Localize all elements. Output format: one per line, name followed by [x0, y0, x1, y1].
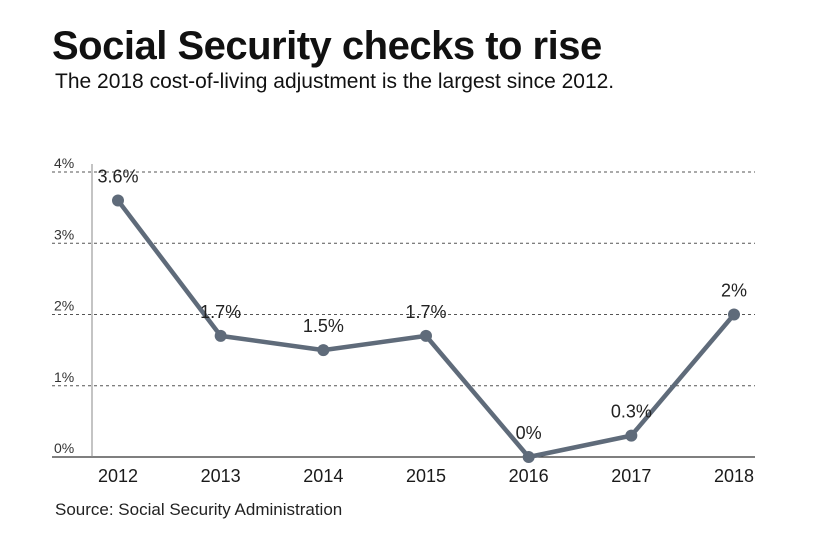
source-note: Source: Social Security Administration — [55, 500, 343, 519]
data-label-2016: 0% — [516, 423, 542, 443]
y-tick-label-1: 1% — [54, 369, 74, 385]
x-tick-label-2014: 2014 — [303, 466, 343, 486]
data-label-2012: 3.6% — [97, 167, 138, 187]
x-tick-label-2016: 2016 — [509, 466, 549, 486]
chart-title: Social Security checks to rise — [52, 24, 602, 68]
data-point-2015 — [420, 329, 432, 342]
data-label-2018: 2% — [721, 281, 747, 301]
data-point-2013 — [214, 329, 227, 342]
axes — [52, 164, 755, 458]
data-point-2012 — [112, 194, 124, 207]
y-tick-label-0: 0% — [54, 440, 74, 456]
x-tick-label-2018: 2018 — [714, 466, 754, 486]
data-point-2018 — [728, 308, 740, 321]
data-point-2014 — [317, 344, 330, 357]
y-tick-label-3: 3% — [54, 226, 74, 242]
data-label-2014: 1.5% — [303, 316, 344, 336]
data-label-2015: 1.7% — [405, 302, 446, 322]
y-tick-label-2: 2% — [54, 298, 74, 314]
data-label-2017: 0.3% — [611, 402, 652, 422]
x-tick-label-2017: 2017 — [611, 466, 651, 486]
x-tick-label-2012: 2012 — [98, 466, 138, 486]
grid-lines — [52, 171, 755, 387]
series-cola — [112, 194, 740, 463]
data-label-2013: 1.7% — [200, 302, 241, 322]
y-tick-label-4: 4% — [54, 155, 74, 171]
x-tick-label-2015: 2015 — [406, 466, 446, 486]
data-point-2016 — [522, 451, 535, 463]
data-labels: 3.6% 1.7% 1.5% 1.7% 0% 0.3% 2% — [97, 167, 747, 444]
data-point-2017 — [625, 429, 638, 442]
chart-subtitle: The 2018 cost-of-living adjustment is th… — [55, 70, 615, 93]
x-tick-label-2013: 2013 — [201, 466, 241, 486]
x-tick-labels: 2012 2013 2014 2015 2016 2017 2018 — [98, 466, 754, 486]
y-tick-labels: 0% 1% 2% 3% 4% — [54, 155, 74, 456]
